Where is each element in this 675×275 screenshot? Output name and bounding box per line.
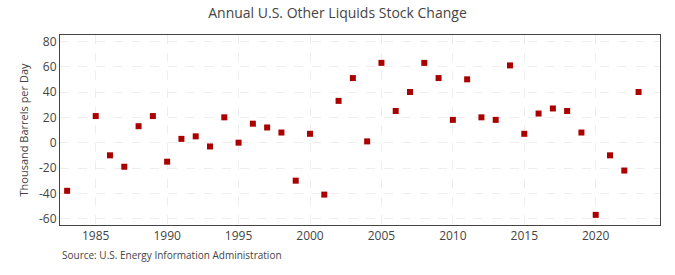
svg-text:2010: 2010 (439, 227, 467, 244)
svg-text:Source: U.S. Energy Informatio: Source: U.S. Energy Information Administ… (62, 248, 282, 262)
svg-text:-60: -60 (39, 210, 57, 227)
svg-text:40: 40 (43, 83, 57, 100)
svg-text:Annual U.S. Other Liquids Stoc: Annual U.S. Other Liquids Stock Change (208, 3, 467, 22)
svg-text:Thousand Barrels per Day: Thousand Barrels per Day (16, 63, 31, 196)
svg-text:20: 20 (43, 109, 57, 126)
svg-text:-40: -40 (39, 185, 57, 202)
svg-text:2000: 2000 (296, 227, 324, 244)
svg-text:-20: -20 (39, 159, 57, 176)
svg-text:2015: 2015 (511, 227, 539, 244)
svg-text:1990: 1990 (153, 227, 181, 244)
svg-text:0: 0 (50, 134, 57, 151)
svg-text:1985: 1985 (82, 227, 110, 244)
svg-text:1995: 1995 (225, 227, 253, 244)
svg-text:2005: 2005 (368, 227, 396, 244)
svg-text:80: 80 (43, 33, 57, 50)
svg-text:2020: 2020 (582, 227, 610, 244)
svg-text:60: 60 (43, 58, 57, 75)
